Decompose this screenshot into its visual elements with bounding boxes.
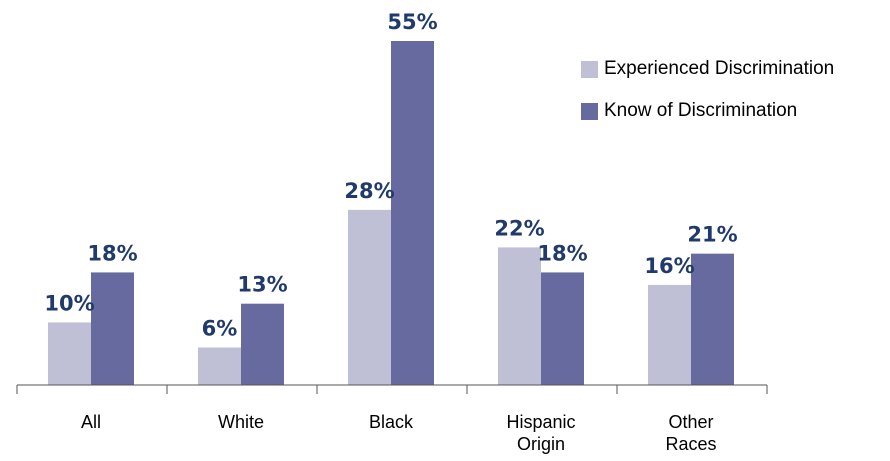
legend-swatch-know bbox=[581, 102, 598, 120]
bar-experienced-3 bbox=[498, 247, 541, 385]
category-label-line: White bbox=[218, 412, 264, 432]
bars-group bbox=[48, 41, 734, 385]
x-axis bbox=[16, 384, 768, 394]
bar-experienced-4 bbox=[648, 284, 691, 385]
bar-know-4 bbox=[691, 253, 734, 385]
value-label-know-4: 21% bbox=[687, 223, 737, 247]
bar-experienced-1 bbox=[198, 347, 241, 385]
category-label-4: Other Races bbox=[665, 412, 716, 454]
value-labels-group: 10%18%6%13%28%55%22%18%16%21% bbox=[44, 10, 737, 340]
category-label-line: All bbox=[81, 412, 101, 432]
bar-know-3 bbox=[541, 272, 584, 385]
bar-know-2 bbox=[391, 41, 434, 385]
category-label-line: Other bbox=[668, 412, 713, 432]
legend: Experienced Discrimination Know of Discr… bbox=[581, 58, 834, 142]
value-label-experienced-0: 10% bbox=[44, 291, 94, 315]
value-label-know-2: 55% bbox=[387, 10, 437, 34]
value-label-know-1: 13% bbox=[237, 273, 287, 297]
legend-item-know: Know of Discrimination bbox=[581, 100, 834, 122]
legend-item-experienced: Experienced Discrimination bbox=[581, 58, 834, 80]
category-label-0: All bbox=[81, 412, 101, 432]
value-label-experienced-3: 22% bbox=[494, 216, 544, 240]
category-label-2: Black bbox=[369, 412, 414, 432]
bar-know-1 bbox=[241, 303, 284, 385]
category-labels-group: All White Black Hispanic Origin Other Races bbox=[81, 412, 717, 454]
value-label-know-0: 18% bbox=[87, 241, 137, 265]
category-label-3: Hispanic Origin bbox=[506, 412, 575, 454]
value-label-experienced-2: 28% bbox=[344, 179, 394, 203]
category-label-line: Black bbox=[369, 412, 414, 432]
legend-label-know: Know of Discrimination bbox=[604, 100, 798, 121]
value-label-experienced-1: 6% bbox=[202, 316, 238, 340]
bar-know-0 bbox=[91, 272, 134, 385]
bar-experienced-0 bbox=[48, 322, 91, 385]
value-label-experienced-4: 16% bbox=[644, 254, 694, 278]
category-label-line: Origin bbox=[517, 434, 565, 454]
category-label-line: Hispanic bbox=[506, 412, 575, 432]
category-label-line: Races bbox=[665, 434, 716, 454]
category-label-1: White bbox=[218, 412, 264, 432]
bar-experienced-2 bbox=[348, 209, 391, 385]
value-label-know-3: 18% bbox=[537, 241, 587, 265]
legend-swatch-experienced bbox=[581, 60, 598, 78]
legend-label-experienced: Experienced Discrimination bbox=[604, 58, 835, 79]
